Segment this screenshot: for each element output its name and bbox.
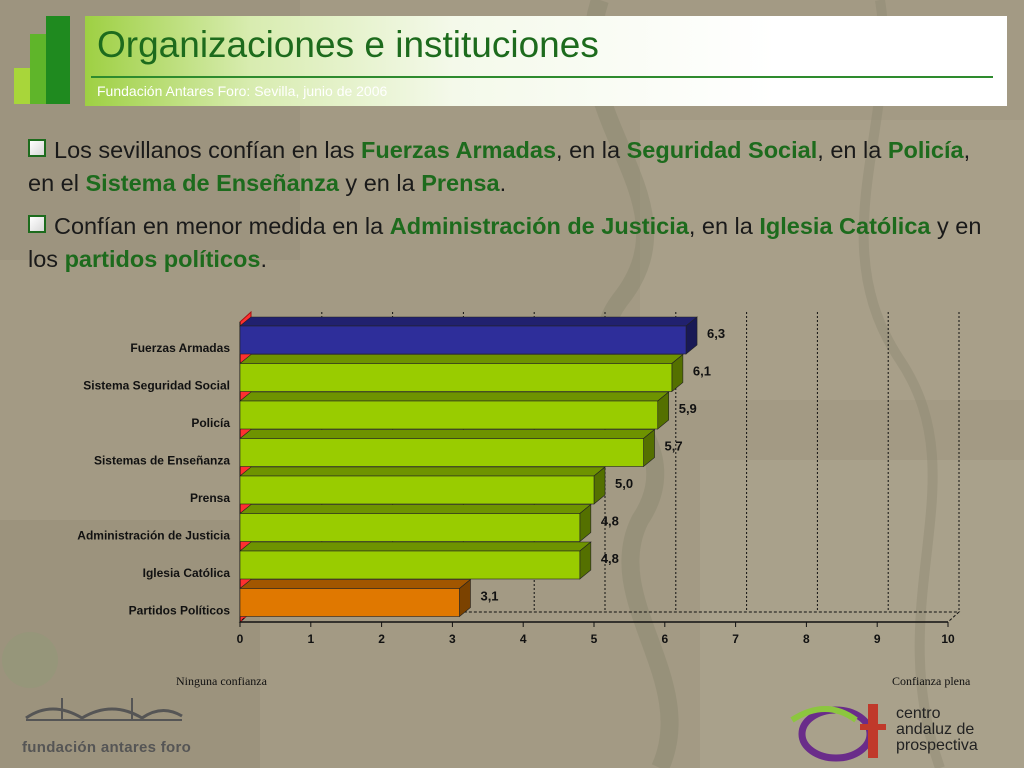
bar-top-face (239, 354, 684, 364)
data-label: 3,1 (480, 589, 498, 604)
category-label: Partidos Políticos (129, 604, 231, 618)
x-tick-label: 3 (449, 632, 456, 646)
x-tick-label: 0 (237, 632, 244, 646)
bar (239, 438, 644, 467)
x-tick-label: 6 (661, 632, 668, 646)
x-tick-label: 2 (378, 632, 385, 646)
x-axis-label-right: Confianza plena (892, 674, 971, 688)
bar (239, 588, 460, 617)
bar (239, 513, 581, 542)
data-label: 5,0 (615, 476, 633, 491)
x-tick-label: 9 (874, 632, 881, 646)
bar-top-face (239, 391, 670, 402)
category-label: Policía (191, 416, 230, 430)
bar-top-face (239, 504, 592, 514)
x-tick-label: 8 (803, 632, 810, 646)
category-label: Iglesia Católica (143, 566, 231, 580)
bar (239, 363, 673, 392)
bar-top-face (239, 316, 698, 327)
page-title: Organizaciones e instituciones (97, 24, 599, 65)
bullet-2: Confían en menor medida en la Administra… (28, 210, 998, 276)
checkbox-bullet-icon (28, 215, 46, 233)
category-label: Sistemas de Enseñanza (94, 454, 230, 468)
x-tick-label: 10 (941, 632, 955, 646)
data-label: 5,7 (665, 439, 683, 454)
bar-top-face (239, 466, 606, 477)
bar (239, 400, 659, 430)
bar-top-face (239, 429, 656, 439)
category-label: Prensa (190, 491, 230, 505)
data-label: 6,1 (693, 364, 711, 379)
header: Organizaciones e instituciones Fundación… (85, 16, 1007, 106)
category-label: Fuerzas Armadas (130, 341, 230, 355)
data-label: 4,8 (601, 551, 619, 566)
bullet-text: Confían en menor medida en la Administra… (28, 213, 982, 272)
category-label: Sistema Seguridad Social (83, 379, 230, 393)
bullet-text: Los sevillanos confían en las Fuerzas Ar… (28, 137, 971, 196)
page-subtitle: Fundación Antares Foro: Sevilla, junio d… (97, 83, 388, 99)
category-label: Administración de Justicia (77, 529, 230, 543)
bar-top-face (239, 541, 592, 552)
bar (239, 325, 687, 355)
x-tick-label: 7 (732, 632, 739, 646)
fundacion-antares-bridge-logo (25, 698, 183, 721)
x-tick-label: 1 (307, 632, 314, 646)
centro-andaluz-logo-mark (790, 704, 886, 762)
bar (239, 475, 595, 505)
centro-andaluz-logo-text: centro andaluz de prospectiva (896, 705, 978, 754)
header-divider (91, 76, 993, 78)
x-tick-label: 4 (520, 632, 527, 646)
bar-top-face (239, 579, 472, 589)
bullet-1: Los sevillanos confían en las Fuerzas Ar… (28, 134, 998, 200)
bullet-list: Los sevillanos confían en las Fuerzas Ar… (28, 134, 998, 286)
x-axis-label-left: Ninguna confianza (176, 674, 267, 688)
x-tick-label: 5 (591, 632, 598, 646)
data-label: 6,3 (707, 326, 725, 341)
fundacion-antares-logo-text: fundación antares foro (22, 739, 192, 756)
bar (239, 550, 581, 580)
green-bars-logo (14, 16, 70, 104)
data-label: 4,8 (601, 514, 619, 529)
checkbox-bullet-icon (28, 139, 46, 157)
data-label: 5,9 (679, 401, 697, 416)
